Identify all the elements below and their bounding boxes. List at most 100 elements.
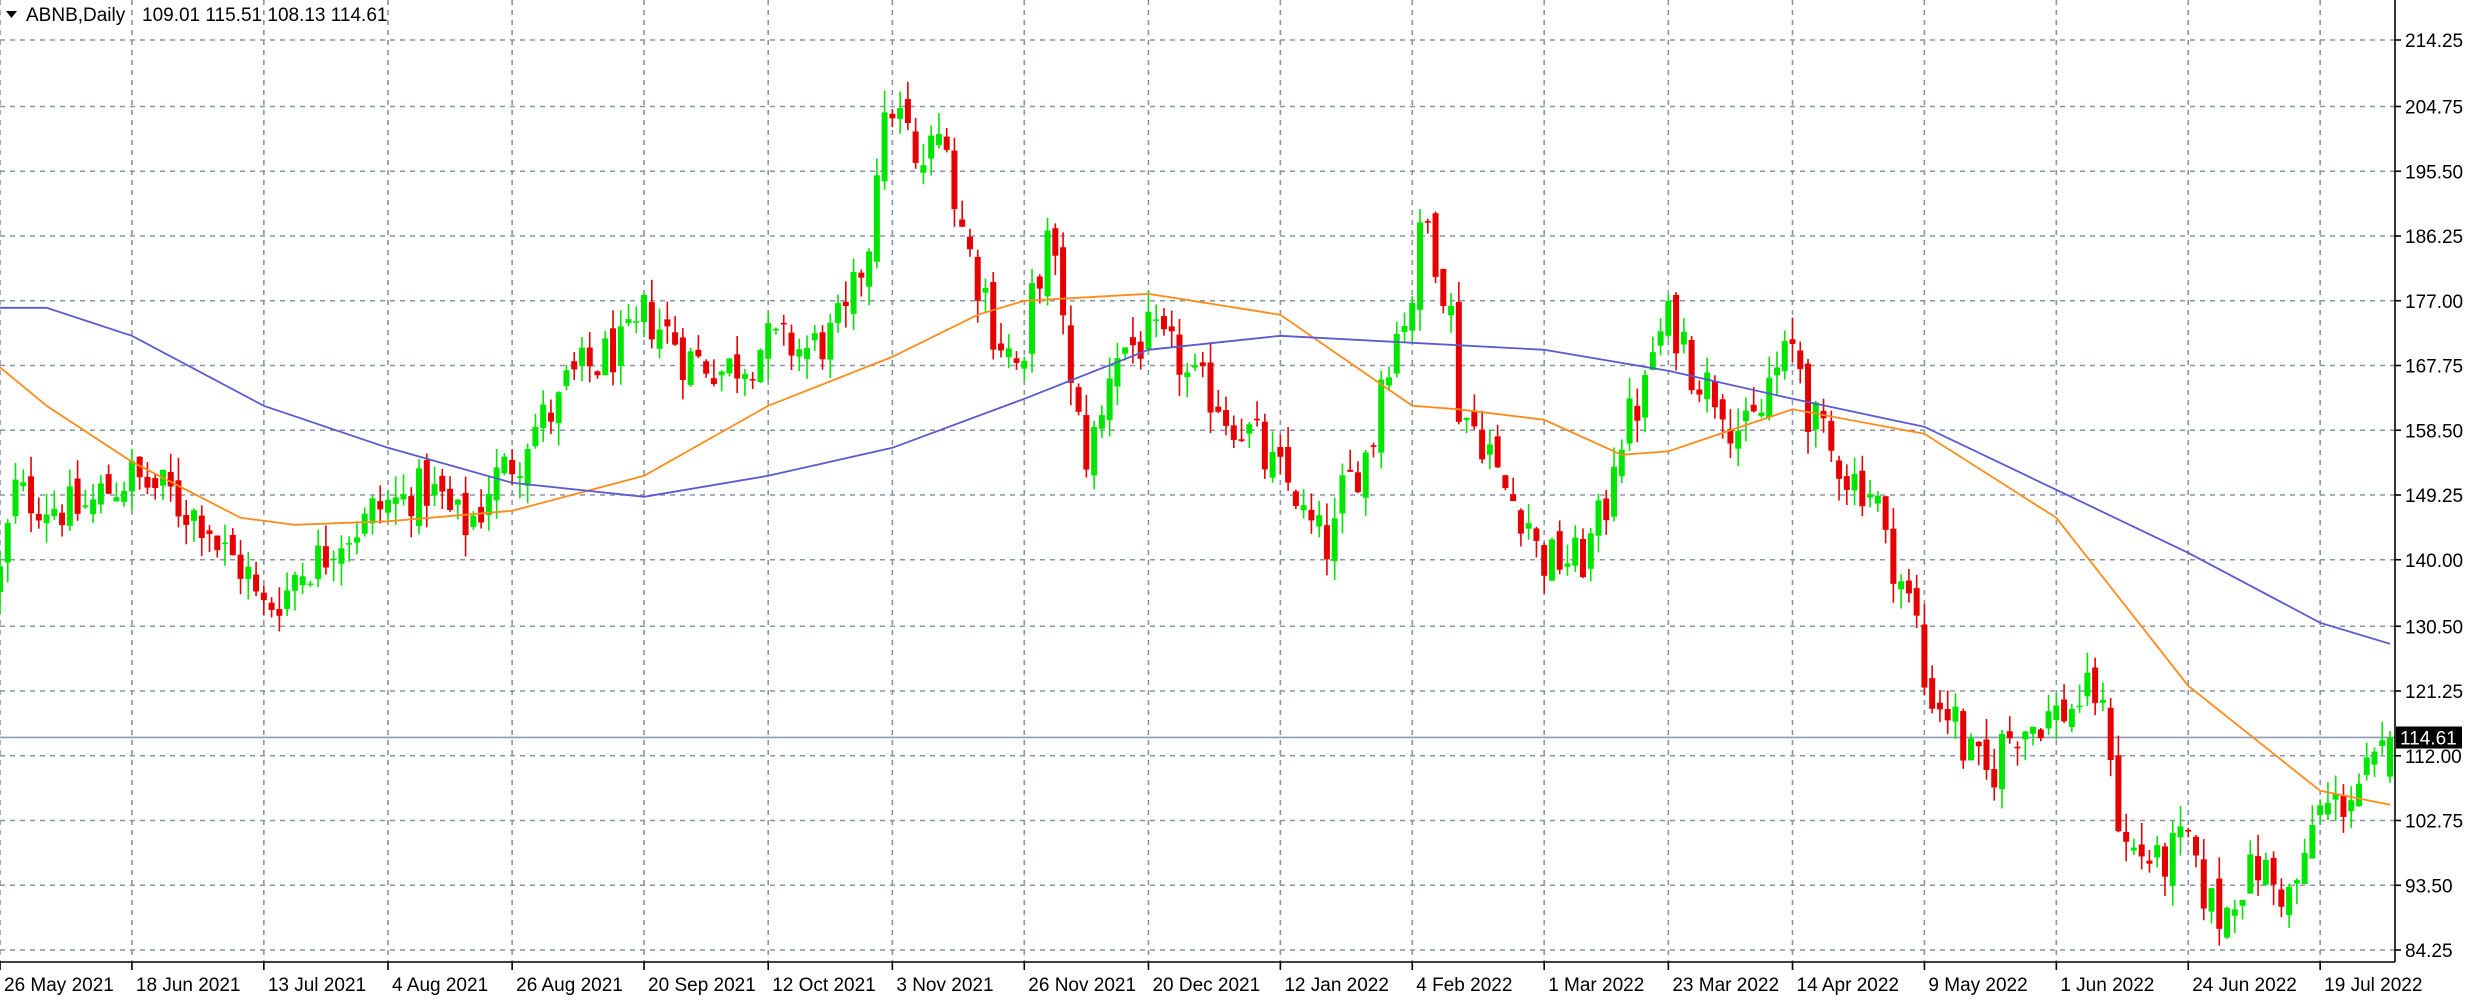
candle-bear xyxy=(1292,491,1299,507)
candle-bull xyxy=(1851,473,1858,491)
candle-bear xyxy=(2061,699,2068,722)
candle-bear xyxy=(1083,414,1090,470)
candle-bear xyxy=(1556,531,1563,570)
candle-bull xyxy=(392,497,399,504)
candle-bull xyxy=(454,499,461,505)
candle-bear xyxy=(1013,358,1020,363)
candle-bull xyxy=(470,515,477,528)
candle-bull xyxy=(1448,305,1455,316)
candle-bear xyxy=(1533,528,1540,541)
candle-bull xyxy=(2022,731,2029,740)
candle-bull xyxy=(1184,372,1191,377)
candle-bull xyxy=(1999,733,2006,790)
candle-bull xyxy=(1122,347,1129,354)
time-tick-label: 12 Jan 2022 xyxy=(1284,975,1389,996)
candle-bear xyxy=(749,378,756,381)
candle-bull xyxy=(1704,372,1711,400)
candle-bear xyxy=(1750,404,1757,412)
candle-bear xyxy=(276,609,283,616)
candle-bull xyxy=(1587,533,1594,569)
candle-bear xyxy=(423,460,430,506)
candle-bull xyxy=(1246,424,1253,434)
candle-bull xyxy=(1114,358,1121,387)
candle-bear xyxy=(1688,339,1695,391)
candle-bear xyxy=(2278,889,2285,907)
price-tick-label: 214.25 xyxy=(2405,31,2463,52)
candle-bull xyxy=(493,467,500,501)
price-tick-label: 186.25 xyxy=(2405,227,2463,248)
candle-bull xyxy=(431,484,438,496)
candle-bear xyxy=(1882,496,1889,530)
candle-bear xyxy=(1603,498,1610,521)
candle-bear xyxy=(1960,711,1967,761)
candle-bull xyxy=(2208,888,2215,912)
candle-bear xyxy=(1975,741,1982,747)
candle-bull xyxy=(1316,515,1323,527)
candle-bull xyxy=(1874,495,1881,504)
candle-bull xyxy=(1417,222,1424,310)
candle-bear xyxy=(1168,326,1175,332)
candle-bull xyxy=(1564,563,1571,567)
symbol-label: ABNB,Daily xyxy=(26,5,126,26)
price-tick-label: 204.75 xyxy=(2405,98,2463,119)
candle-bull xyxy=(2099,699,2106,703)
candle-bull xyxy=(1649,352,1656,370)
candle-bear xyxy=(2216,878,2223,929)
candle-bull xyxy=(1409,302,1416,331)
candle-bear xyxy=(1905,580,1912,594)
candle-bull xyxy=(1735,430,1742,449)
candle-bear xyxy=(1238,439,1245,441)
candle-bear xyxy=(322,546,329,568)
candle-bull xyxy=(190,510,197,521)
candle-bull xyxy=(935,134,942,146)
candle-bull xyxy=(811,333,818,341)
dropdown-triangle-icon[interactable] xyxy=(6,11,17,18)
candle-bear xyxy=(1277,447,1284,457)
time-tick-label: 9 May 2022 xyxy=(1928,975,2027,996)
time-tick-label: 19 Jul 2022 xyxy=(2324,975,2422,996)
candle-bull xyxy=(726,358,733,374)
candle-bull xyxy=(982,287,989,293)
candle-bear xyxy=(2193,836,2200,856)
candle-bear xyxy=(260,592,267,601)
candle-bull xyxy=(2301,853,2308,884)
candle-bear xyxy=(788,332,795,356)
candle-bull xyxy=(1385,377,1392,386)
candle-bear xyxy=(214,535,221,551)
candle-bear xyxy=(447,488,454,510)
candle-bear xyxy=(571,361,578,370)
price-badge-background xyxy=(2396,726,2462,749)
candle-bear xyxy=(610,328,617,373)
candle-bull xyxy=(2154,845,2161,858)
candle-bull xyxy=(291,574,298,591)
candle-bear xyxy=(1471,410,1478,427)
candle-bull xyxy=(0,566,3,592)
candle-bear xyxy=(1223,410,1230,426)
time-tick-label: 26 Aug 2021 xyxy=(516,975,623,996)
candle-bull xyxy=(765,323,772,359)
candle-bear xyxy=(2107,707,2114,761)
candle-bear xyxy=(2092,667,2099,704)
candle-bear xyxy=(1432,213,1439,277)
candle-bull xyxy=(1626,398,1633,444)
candle-bull xyxy=(1021,360,1028,369)
candle-bear xyxy=(2200,859,2207,909)
candle-bull xyxy=(2084,672,2091,697)
candle-bear xyxy=(1036,276,1043,289)
candle-bull xyxy=(1331,518,1338,562)
candle-bull xyxy=(827,322,834,360)
candle-bear xyxy=(175,480,182,517)
candle-bear xyxy=(2006,731,2013,739)
candle-bull xyxy=(1098,415,1105,429)
candle-bear xyxy=(990,282,997,350)
price-tick-label: 140.00 xyxy=(2405,551,2463,572)
candle-bull xyxy=(2068,708,2075,728)
price-tick-label: 112.00 xyxy=(2405,747,2462,768)
candle-bull xyxy=(804,348,811,360)
candle-bear xyxy=(105,474,112,494)
candle-bear xyxy=(1347,469,1354,472)
candle-bear xyxy=(1261,421,1268,470)
candle-bull xyxy=(1106,378,1113,421)
